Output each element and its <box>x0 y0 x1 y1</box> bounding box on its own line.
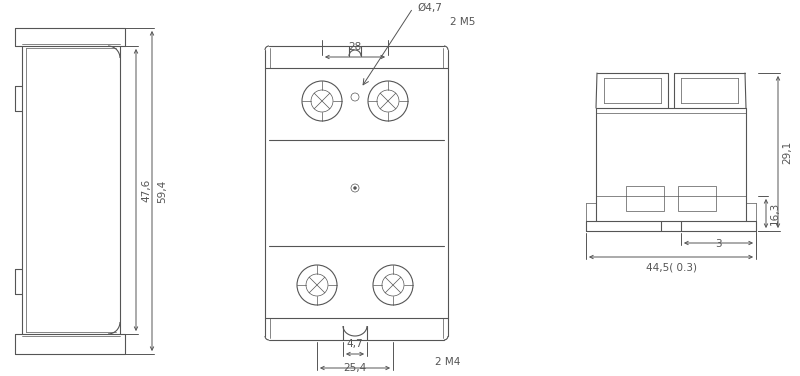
Circle shape <box>354 186 357 190</box>
Text: 28: 28 <box>348 42 362 52</box>
Text: 4,7: 4,7 <box>346 339 363 349</box>
Text: 2 M4: 2 M4 <box>435 357 460 367</box>
Text: 47,6: 47,6 <box>141 178 151 202</box>
Bar <box>626 186 664 211</box>
Bar <box>678 186 716 211</box>
Text: 2 M5: 2 M5 <box>450 17 475 27</box>
Text: 16,3: 16,3 <box>770 202 780 225</box>
Text: Ø4,7: Ø4,7 <box>417 3 442 13</box>
Text: 59,4: 59,4 <box>157 179 167 203</box>
Text: 29,1: 29,1 <box>782 140 792 164</box>
Text: 44,5( 0.3): 44,5( 0.3) <box>646 262 697 272</box>
Text: 3: 3 <box>715 239 722 249</box>
Text: 25,4: 25,4 <box>343 363 366 373</box>
